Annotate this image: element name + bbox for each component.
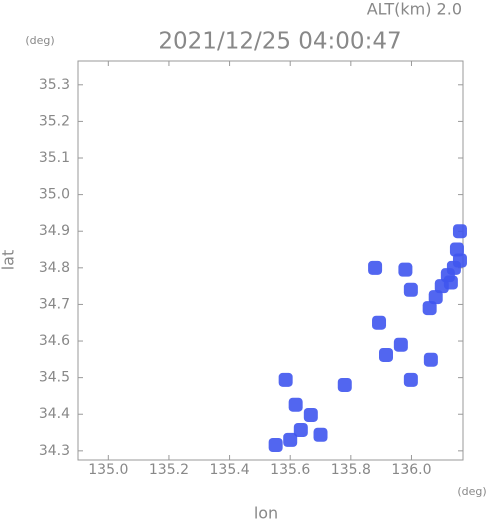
y-tick-label: 34.8 [39, 260, 70, 276]
x-axis-label: lon [254, 504, 278, 521]
echo-cell [398, 262, 413, 277]
echo-cell [428, 290, 443, 305]
echo-cell [403, 372, 418, 387]
echo-cell [268, 437, 283, 452]
y-tick-label: 34.3 [39, 443, 70, 459]
y-unit: (deg) [25, 34, 54, 47]
x-tick-label: 135.0 [88, 462, 128, 478]
x-tick-label: 135.4 [210, 462, 250, 478]
x-tick-label: 136.0 [391, 462, 431, 478]
echo-cell [423, 352, 438, 367]
echo-cell [293, 422, 308, 437]
x-tick-label: 135.2 [149, 462, 189, 478]
y-axis-label: lat [0, 250, 18, 271]
echo-cell [337, 377, 352, 392]
echo-cell [379, 347, 393, 362]
echo-cell [288, 397, 303, 412]
plot-frame [77, 60, 464, 461]
echo-cell [313, 427, 328, 442]
echo-cell [278, 372, 293, 387]
echo-cell [368, 260, 383, 275]
echo-cell [372, 315, 387, 330]
echo-cell [283, 432, 298, 447]
y-tick-label: 34.4 [39, 406, 70, 422]
chart-subtitle: ALT(km) 2.0 [367, 0, 462, 19]
y-tick-label: 34.9 [39, 223, 70, 239]
y-tick-label: 35.0 [39, 187, 70, 203]
y-tick-label: 35.1 [39, 150, 70, 166]
echo-cell [452, 224, 467, 239]
echo-cell [303, 407, 318, 422]
echo-cell [403, 282, 418, 297]
echo-cell [449, 242, 464, 257]
y-tick-label: 34.7 [39, 296, 70, 312]
echo-cell [422, 301, 437, 316]
x-tick-label: 135.8 [331, 462, 371, 478]
x-tick-label: 135.6 [270, 462, 310, 478]
y-tick-label: 35.2 [39, 113, 70, 129]
echo-cell [443, 275, 458, 290]
x-unit: (deg) [457, 485, 486, 498]
y-tick-label: 34.6 [39, 333, 70, 349]
chart-title: 2021/12/25 04:00:47 [158, 29, 401, 55]
y-tick-label: 34.5 [39, 370, 70, 386]
echo-cell [393, 337, 408, 352]
echo-cell [452, 253, 467, 268]
y-tick-label: 35.3 [39, 77, 70, 93]
